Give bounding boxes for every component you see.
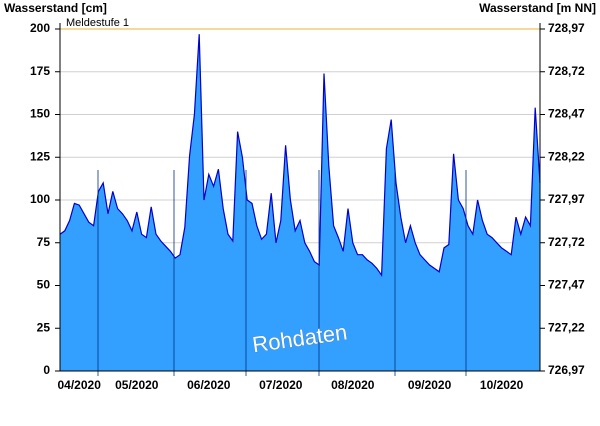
x-tick-label: 10/2020 [480,378,524,392]
y-tick-label: 0 [43,363,50,377]
y2-tick-label: 727,22 [548,320,585,334]
y-tick-label: 25 [37,320,51,334]
threshold-label: Meldestufe 1 [66,17,129,29]
line [59,34,541,277]
x-tick-label: 09/2020 [408,378,452,392]
y2-tick-label: 728,47 [548,107,585,121]
y2-tick-label: 727,97 [548,192,585,206]
y2-tick-label: 727,72 [548,235,585,249]
x-tick-label: 08/2020 [331,378,375,392]
y2-axis-label: Wasserstand [m NN] [479,1,596,15]
y2-tick-label: 726,97 [548,363,585,377]
area [60,34,540,371]
y-tick-label: 125 [30,149,50,163]
y-tick-label: 100 [30,192,50,206]
y-tick-label: 200 [30,21,50,35]
y2-tick-label: 727,47 [548,278,585,292]
y-axis-label: Wasserstand [cm] [4,1,107,15]
x-tick-label: 06/2020 [187,378,231,392]
y-tick-label: 175 [30,64,50,78]
x-tick-label: 05/2020 [115,378,159,392]
y2-tick-label: 728,22 [548,149,585,163]
y-tick-label: 150 [30,107,50,121]
y2-tick-label: 728,72 [548,64,585,78]
y-tick-label: 75 [37,235,51,249]
y2-tick-label: 728,97 [548,21,585,35]
y-tick-label: 50 [37,278,51,292]
x-tick-label: 07/2020 [259,378,303,392]
x-tick-label: 04/2020 [58,378,102,392]
